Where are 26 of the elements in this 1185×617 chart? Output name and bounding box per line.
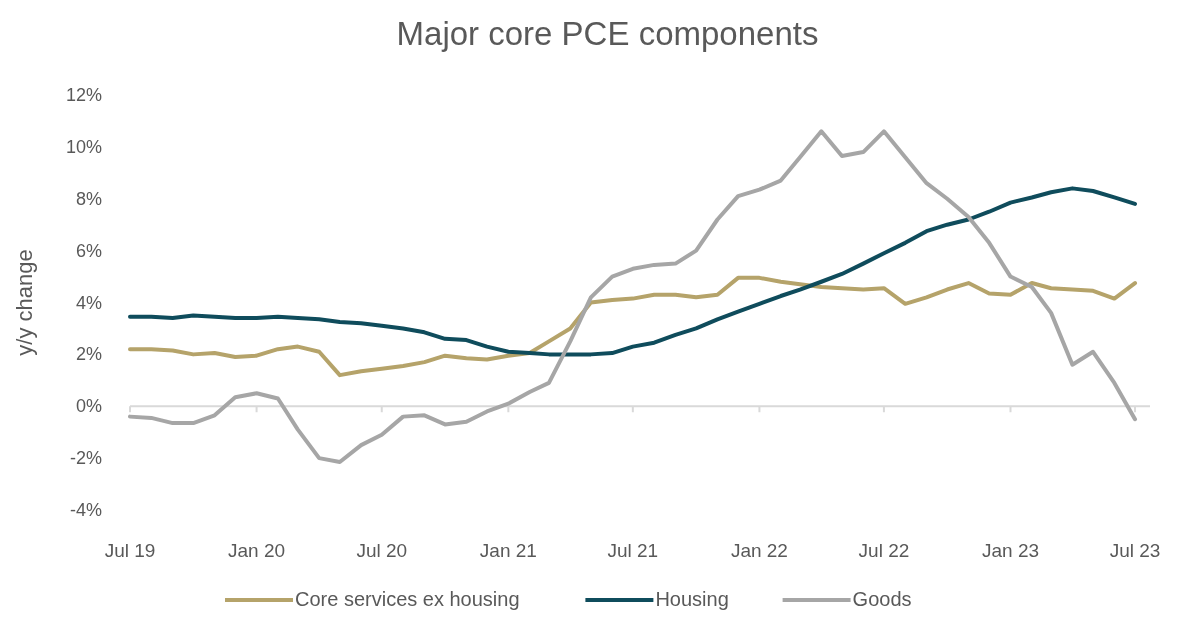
- x-tick-label: Jan 21: [479, 540, 537, 561]
- line-series: [128, 186, 1137, 357]
- y-tick-label: 8%: [75, 188, 102, 209]
- y-tick-label: -4%: [69, 500, 102, 520]
- x-tick-label: Jan 20: [228, 540, 286, 561]
- y-tick-label: -2%: [69, 448, 102, 469]
- y-tick-label: 6%: [75, 240, 102, 261]
- x-tick-label: Jan 23: [981, 540, 1040, 561]
- line-series: [128, 129, 1137, 465]
- y-tick-label: 4%: [75, 292, 102, 313]
- y-tick-label: 10%: [65, 136, 102, 157]
- chart-title: Major core PCE components: [396, 15, 819, 52]
- x-tick-label: Jul 19: [104, 540, 156, 561]
- x-tick-label: Jul 23: [1109, 540, 1161, 561]
- y-tick-label: 2%: [75, 344, 102, 365]
- legend-label: Core services ex housing: [295, 588, 520, 610]
- y-axis-title: y/y change: [12, 249, 37, 356]
- legend-label: Housing: [655, 588, 729, 610]
- y-tick-label: 0%: [75, 396, 102, 417]
- legend-label: Goods: [852, 588, 912, 610]
- y-tick-label: 12%: [65, 85, 102, 105]
- x-tick-label: Jul 22: [858, 540, 910, 561]
- x-tick-label: Jul 21: [607, 540, 659, 561]
- x-tick-label: Jul 20: [356, 540, 408, 561]
- line-series: [128, 275, 1137, 378]
- x-tick-label: Jan 22: [730, 540, 788, 561]
